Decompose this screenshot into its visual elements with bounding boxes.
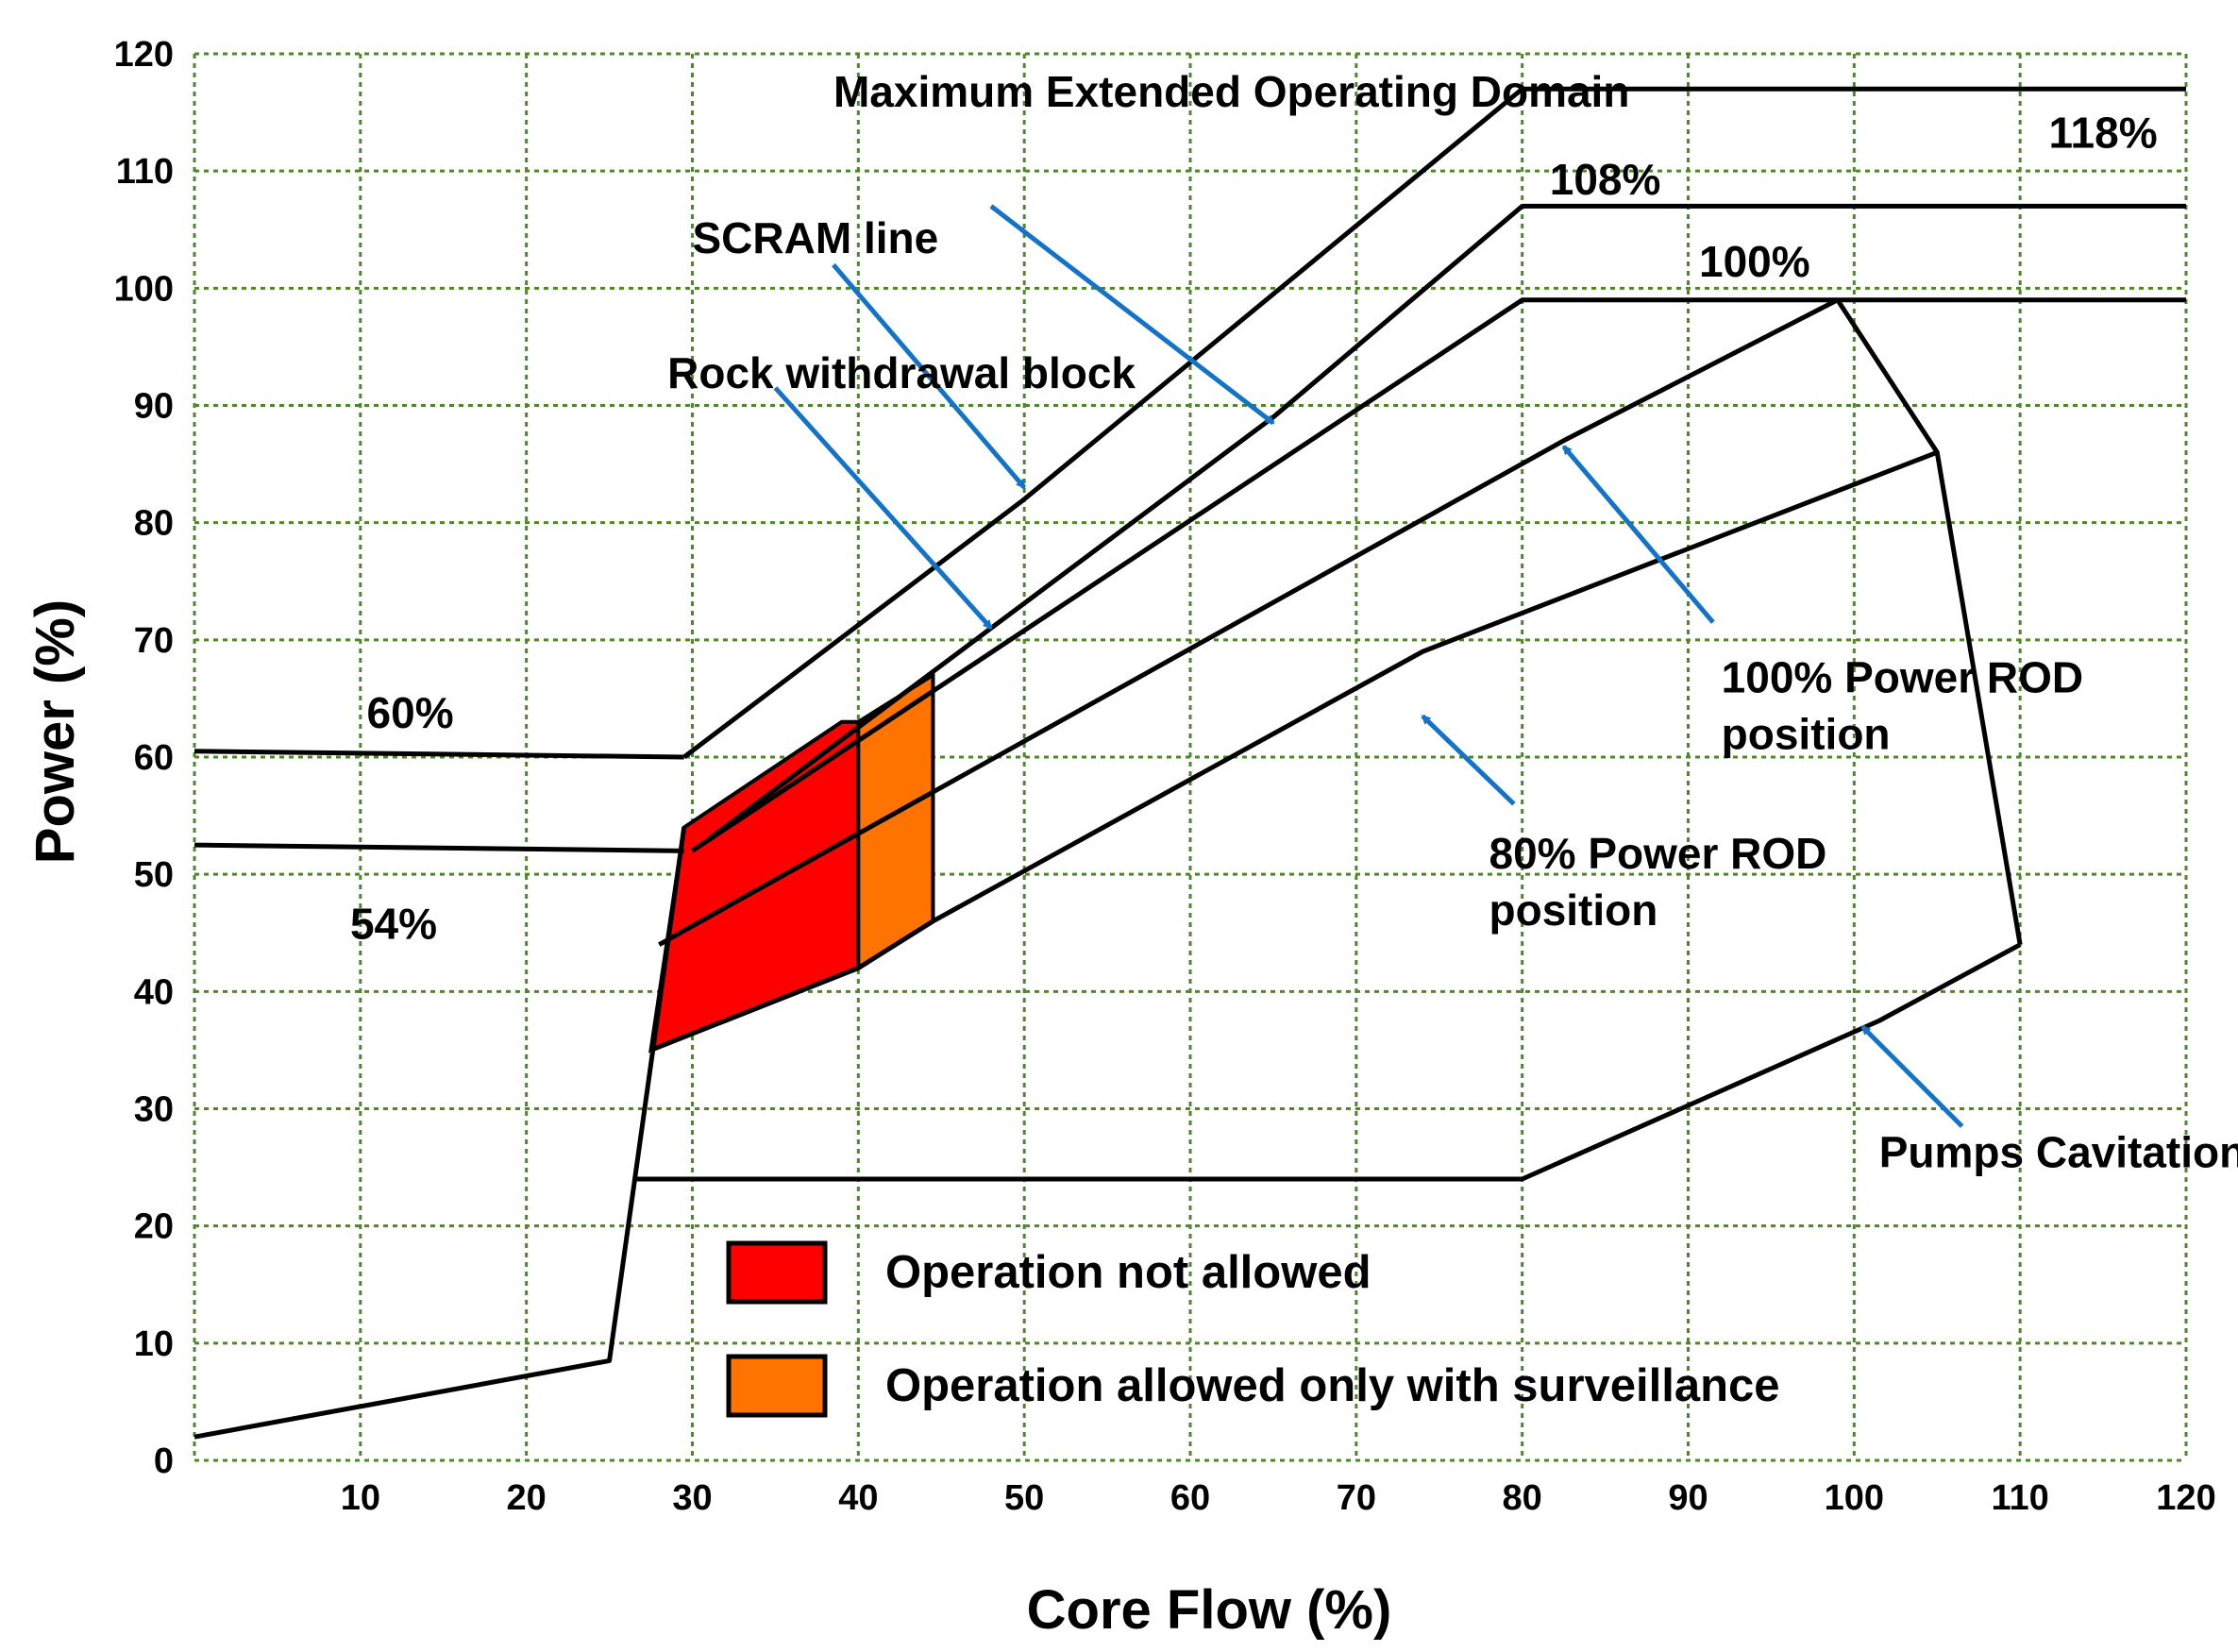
x-axis-title: Core Flow (%) — [1027, 1579, 1392, 1641]
legend-swatch — [726, 1354, 828, 1418]
x-tick-label: 10 — [341, 1478, 380, 1518]
arrow-label: 80% Power ROD position — [1489, 829, 1827, 935]
labels: 60% 54% 118% 108% 100% Maximum Extended Opera… — [350, 67, 2238, 1177]
y-tick-label: 50 — [134, 855, 174, 895]
y-tick-label: 120 — [114, 35, 174, 75]
arrow-label: Pumps Cavitation — [1879, 1128, 2238, 1177]
x-tick-label: 120 — [2156, 1478, 2215, 1518]
y-tick-label: 80 — [134, 504, 174, 544]
annotation-label: 100% — [1699, 237, 1810, 286]
series-100-power-rod-position — [658, 297, 1839, 947]
arrow-label: Rock withdrawal block — [667, 348, 1136, 397]
legend-swatch — [726, 1240, 828, 1305]
x-tick-label: 30 — [672, 1478, 712, 1518]
annotation-label: 60% — [367, 688, 454, 737]
x-tick-label: 20 — [507, 1478, 547, 1518]
x-tick-label: 60 — [1170, 1478, 1210, 1518]
y-tick-label: 40 — [134, 972, 174, 1012]
legend-label: Operation not allowed — [885, 1247, 1371, 1298]
ticks: 10 20 30 40 50 60 70 80 90 100 110 120 0 10 20 30 40 50 60… — [114, 35, 2216, 1518]
series-low-flow-boundary — [194, 827, 687, 1440]
pointer-arrow — [773, 386, 993, 631]
series-pumps-cavitation — [633, 942, 2022, 1182]
x-tick-label: 70 — [1337, 1478, 1376, 1518]
arrow-label: SCRAM line — [693, 213, 939, 262]
x-tick-label: 100 — [1825, 1478, 1884, 1518]
series-80-power-rod-position — [649, 449, 1939, 1053]
curves — [194, 86, 2186, 1440]
series-rock-withdrawal-block — [691, 297, 2186, 853]
y-tick-label: 20 — [134, 1207, 174, 1247]
y-tick-label: 70 — [134, 621, 174, 661]
series-54-line — [194, 842, 684, 853]
pointer-arrow — [832, 262, 1027, 490]
arrow-label: 100% Power ROD position — [1722, 653, 2083, 759]
arrows — [773, 204, 1964, 1128]
pointer-arrow — [1860, 1024, 1964, 1128]
x-tick-label: 40 — [838, 1478, 878, 1518]
series-maximum-extended-operating-domain — [682, 86, 2186, 759]
x-tick-label: 50 — [1004, 1478, 1044, 1518]
pointer-arrow — [1421, 714, 1516, 806]
y-tick-label: 110 — [116, 152, 174, 192]
x-tick-label: 80 — [1503, 1478, 1542, 1518]
region-operation-not-allowed — [648, 719, 861, 1054]
y-tick-label: 60 — [134, 738, 174, 778]
series-60-line — [194, 749, 684, 760]
series-boundary-right — [1835, 298, 2023, 946]
arrow-label: Maximum Extended Operating Domain — [833, 67, 1629, 116]
annotation-label: 54% — [350, 899, 437, 948]
y-tick-label: 100 — [114, 269, 174, 309]
pointer-arrow — [989, 204, 1275, 426]
y-tick-label: 30 — [134, 1090, 174, 1130]
pointer-arrow — [1561, 445, 1715, 624]
annotation-label: 118% — [2049, 108, 2158, 157]
y-tick-label: 0 — [154, 1441, 174, 1481]
y-axis-title: Power (%) — [25, 599, 86, 864]
x-tick-label: 110 — [1992, 1478, 2049, 1518]
x-tick-label: 90 — [1668, 1478, 1708, 1518]
annotation-label: 108% — [1550, 155, 1661, 204]
legend: Operation not allowed Operation allowed o… — [726, 1240, 1780, 1418]
legend-label: Operation allowed only with surveillance — [885, 1360, 1780, 1411]
y-tick-label: 90 — [134, 387, 174, 427]
y-tick-label: 10 — [134, 1324, 174, 1364]
